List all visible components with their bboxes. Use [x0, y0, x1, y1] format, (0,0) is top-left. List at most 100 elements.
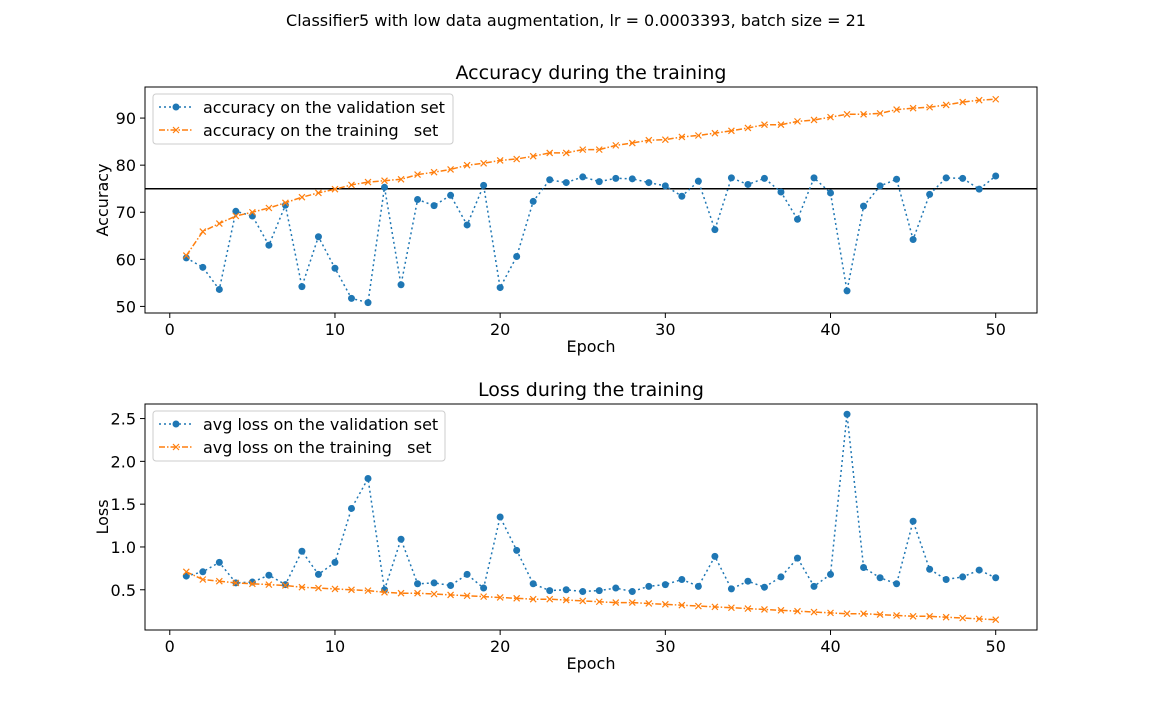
data-point: [860, 202, 868, 210]
data-point: [827, 189, 835, 197]
data-point: [909, 104, 917, 112]
data-point: [414, 580, 422, 588]
data-point: [430, 579, 438, 587]
data-point: [182, 568, 190, 576]
series-line-2: [185, 98, 996, 257]
data-point: [496, 513, 504, 521]
x-tick-label: 10: [325, 637, 345, 656]
data-point: [810, 116, 818, 124]
data-point: [827, 609, 834, 617]
data-point: [727, 585, 735, 593]
data-point: [926, 190, 934, 198]
data-point: [381, 177, 388, 185]
data-point: [496, 284, 504, 292]
data-point: [232, 207, 240, 215]
data-point: [909, 517, 917, 525]
y-tick-label: 2.5: [111, 410, 136, 429]
data-point: [661, 600, 669, 608]
data-point: [364, 178, 372, 186]
data-point: [992, 172, 1000, 180]
data-point: [447, 591, 455, 599]
y-tick-label: 1.0: [111, 538, 136, 557]
data-point: [843, 287, 851, 295]
data-point: [711, 129, 719, 137]
data-point: [348, 586, 355, 594]
y-tick-label: 80: [116, 156, 136, 175]
x-axis-label: Epoch: [567, 337, 616, 356]
y-tick-label: 1.5: [111, 495, 136, 514]
data-point: [447, 191, 455, 199]
data-point: [397, 175, 405, 183]
x-tick-label: 30: [655, 637, 675, 656]
x-tick-label: 50: [986, 637, 1006, 656]
data-point: [314, 570, 322, 578]
data-point: [397, 281, 405, 289]
x-tick-label: 20: [490, 320, 510, 339]
data-point: [331, 558, 339, 566]
data-point: [893, 106, 901, 114]
data-point: [777, 188, 785, 196]
series-line-2: [185, 571, 996, 621]
data-point: [926, 565, 934, 573]
data-point: [843, 610, 851, 618]
data-point: [562, 149, 570, 157]
data-point: [381, 183, 389, 191]
series-line-1: [185, 175, 997, 304]
data-point: [843, 410, 851, 418]
data-point: [513, 253, 521, 260]
chart-title: Accuracy during the training: [456, 62, 727, 84]
data-point: [480, 159, 488, 167]
data-point: [480, 593, 488, 601]
y-tick-label: 50: [116, 297, 136, 316]
legend-label: accuracy on the validation set: [203, 98, 445, 117]
data-point: [529, 595, 537, 603]
data-point: [381, 588, 388, 596]
loss-chart: Loss during the training 0 10 20 30 40 50 0.5 1.…: [93, 379, 1038, 673]
data-point: [348, 181, 355, 189]
data-point: [579, 146, 587, 154]
data-point: [794, 117, 801, 125]
data-point: [265, 241, 273, 249]
data-point: [744, 124, 752, 132]
data-point: [529, 152, 537, 160]
data-point: [942, 174, 950, 182]
data-point: [628, 599, 636, 607]
data-point: [777, 606, 785, 614]
figure-suptitle: Classifier5 with low data augmentation, …: [286, 11, 866, 30]
legend-marker: [172, 126, 180, 134]
data-point: [661, 136, 669, 144]
legend-label: accuracy on the training set: [203, 121, 438, 140]
data-point: [793, 215, 801, 223]
data-point: [893, 580, 901, 588]
data-point: [942, 101, 950, 109]
data-point: [562, 586, 570, 594]
data-point: [248, 208, 256, 216]
data-point: [711, 552, 719, 560]
data-point: [298, 547, 306, 555]
x-tick-label: 40: [820, 320, 840, 339]
data-point: [397, 535, 405, 543]
data-point: [694, 177, 702, 185]
data-point: [579, 587, 587, 595]
data-point: [414, 171, 421, 178]
data-point: [992, 95, 1000, 103]
data-point: [281, 199, 289, 207]
data-point: [331, 585, 339, 593]
data-point: [232, 212, 240, 220]
y-tick-label: 60: [116, 250, 136, 269]
legend-box: [152, 93, 454, 145]
data-point: [248, 212, 256, 220]
data-point: [612, 584, 620, 592]
y-tick-label: 90: [116, 109, 136, 128]
legend-marker: [172, 443, 180, 451]
data-point: [347, 294, 355, 302]
data-point: [265, 571, 273, 579]
x-tick-label: 40: [820, 637, 840, 656]
data-point: [678, 133, 686, 141]
data-point: [975, 96, 983, 104]
data-point: [661, 182, 669, 190]
data-point: [761, 606, 768, 613]
data-point: [215, 285, 223, 293]
data-point: [430, 168, 438, 176]
data-point: [975, 185, 983, 193]
